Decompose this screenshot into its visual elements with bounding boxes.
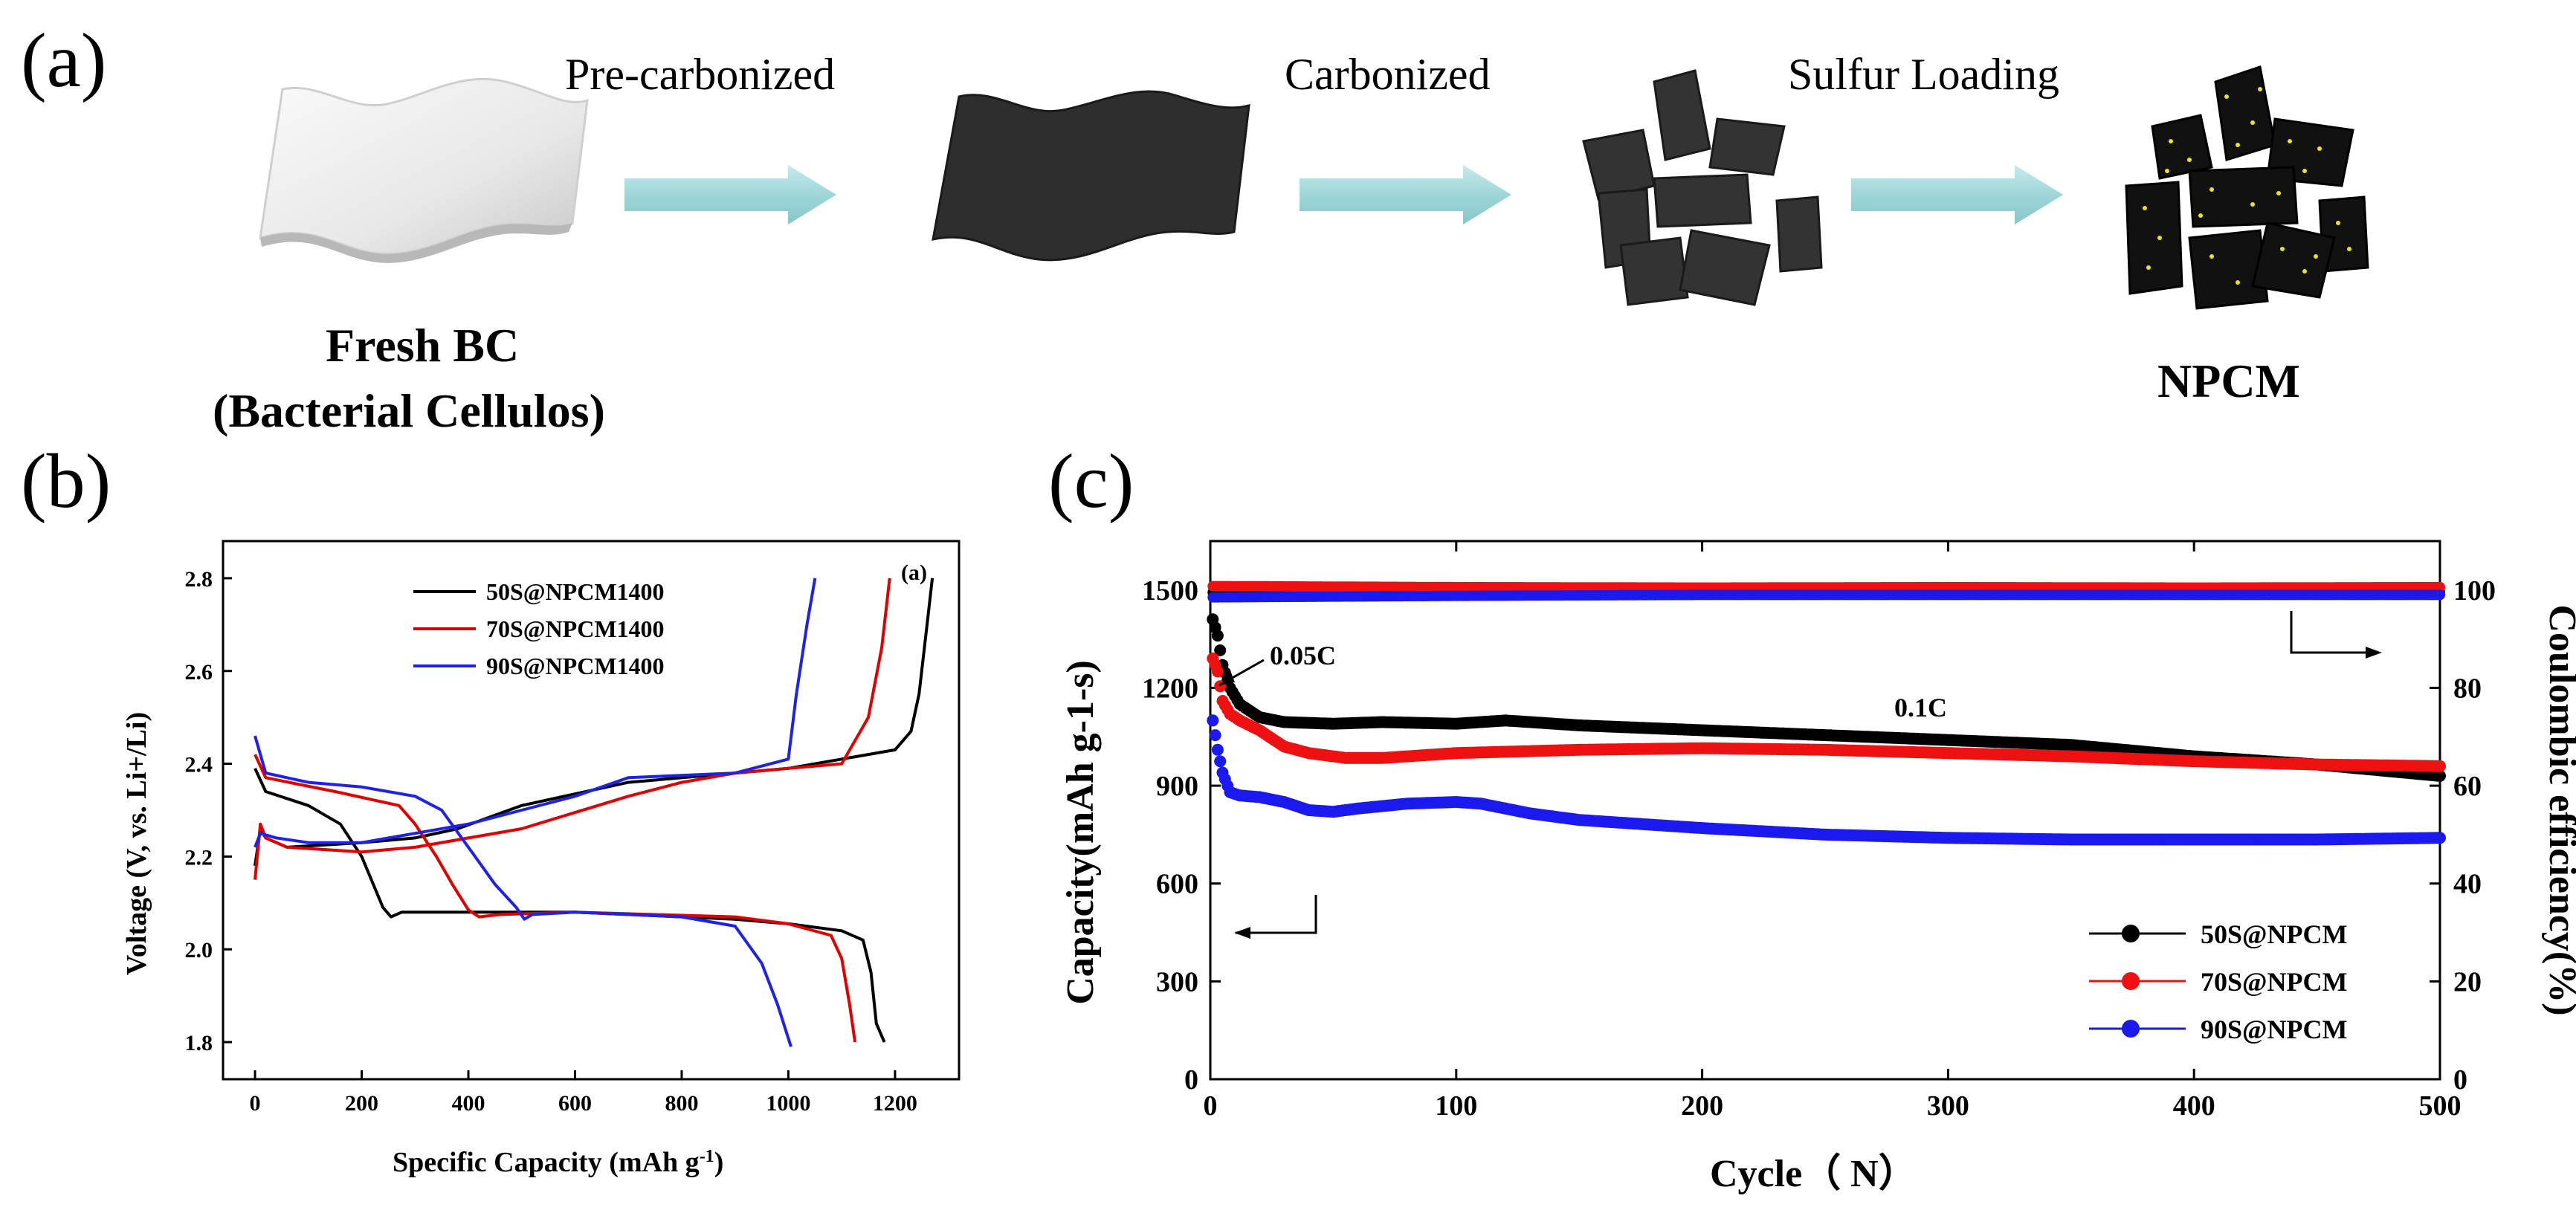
chart-c-ylabel: Capacity(mAh g-1-s) xyxy=(1059,660,1102,1005)
schematic-svg xyxy=(259,65,2369,310)
chart-c-capacity-point xyxy=(1209,729,1221,742)
chart-b-ylabel: Voltage (V, vs. Li+/Li) xyxy=(121,712,152,975)
chart-b-ytick-label: 2.4 xyxy=(185,753,213,777)
panel-label-a: (a) xyxy=(21,18,107,103)
chart-b-ytick-label: 2.6 xyxy=(185,660,213,685)
sulfur-dots-icon xyxy=(2143,87,2351,285)
chart-c-capacity-point xyxy=(1207,714,1219,727)
chart-c-capacity-point xyxy=(2434,760,2446,772)
chart-b-series-2-charge-line xyxy=(254,578,891,880)
pre-carbonized-sheet-icon xyxy=(932,90,1250,262)
chart-b-series-3-discharge-line xyxy=(254,735,793,1047)
chart-c-capacity-point xyxy=(2434,832,2446,844)
chart-c-ytick-label: 900 xyxy=(1156,771,1198,802)
chart-b-xtick-label: 600 xyxy=(558,1091,592,1116)
left-axis-pointer-arrowhead xyxy=(1234,927,1250,939)
chart-b-legend-label: 90S@NPCM1400 xyxy=(486,653,665,679)
chart-c-series-3 xyxy=(1207,589,2446,846)
chart-c-y2tick-label: 0 xyxy=(2453,1064,2467,1096)
chart-c-xtick-label: 0 xyxy=(1204,1090,1218,1122)
chart-c-y2tick-label: 80 xyxy=(2453,673,2482,704)
npcm-fragments-icon xyxy=(2125,65,2369,310)
chart-b-xtick-label: 0 xyxy=(250,1091,261,1116)
chart-b-series-1-discharge-line xyxy=(254,767,886,1043)
arrow-1-icon xyxy=(624,165,836,224)
step-label-pre-carbonized: Pre-carbonized xyxy=(565,50,836,99)
chart-b-xlabel: Specific Capacity (mAh g-1) xyxy=(393,1147,723,1178)
chart-c-legend-label: 90S@NPCM xyxy=(2201,1015,2347,1044)
chart-c-ytick-label: 0 xyxy=(1184,1064,1198,1096)
chart-c-ytick-label: 1500 xyxy=(1142,575,1198,606)
chart-b-series-3-charge-line xyxy=(254,578,817,848)
chart-c-y2tick-label: 40 xyxy=(2453,869,2482,900)
annotation-rate-0-05c: 0.05C xyxy=(1270,641,1336,670)
chart-c-series-2 xyxy=(1207,580,2446,772)
chart-c-capacity-point xyxy=(1211,665,1224,678)
arrow-3-icon xyxy=(1851,165,2063,224)
chart-c-efficiency-point xyxy=(2435,589,2445,601)
chart-c-plot-frame xyxy=(1209,540,2441,1081)
chart-c-xtick-label: 300 xyxy=(1927,1090,1969,1122)
fresh-bc-sublabel: (Bacterial Cellulos) xyxy=(213,384,605,437)
arrow-2-icon xyxy=(1300,165,1511,224)
chart-b-ytick-label: 2.8 xyxy=(185,567,213,592)
left-axis-pointer-arrow xyxy=(1236,895,1317,934)
chart-c-y2tick-label: 60 xyxy=(2453,771,2482,802)
fresh-bc-label: Fresh BC xyxy=(326,319,520,372)
chart-b-ytick-label: 2.2 xyxy=(185,845,213,870)
chart-c-ytick-label: 300 xyxy=(1156,966,1198,997)
chart-c-xtick-label: 500 xyxy=(2419,1090,2462,1122)
chart-c-y2label: Coulombic efficiency(%) xyxy=(2541,604,2576,1015)
chart-b-ytick-label: 1.8 xyxy=(185,1031,213,1055)
chart-c-xtick-label: 100 xyxy=(1435,1090,1477,1122)
annotation-arrow-0-05c-head xyxy=(1219,673,1235,685)
chart-b-plot-frame xyxy=(222,540,961,1081)
chart-b-xtick-label: 400 xyxy=(452,1091,485,1116)
chart-c-capacity-point xyxy=(2434,769,2446,782)
chart-c-ytick-label: 600 xyxy=(1156,869,1198,900)
chart-c-y2tick-label: 20 xyxy=(2453,966,2482,997)
chart-c-ytick-label: 1200 xyxy=(1142,673,1198,704)
chart-b-xtick-label: 1000 xyxy=(766,1091,810,1116)
chart-c-capacity-point xyxy=(1214,755,1227,768)
chart-b-corner-label: (a) xyxy=(901,560,927,585)
chart-c-legend-swatch-marker xyxy=(2122,925,2140,942)
chart-c-capacity-point xyxy=(1211,630,1224,642)
chart-b-legend-label: 50S@NPCM1400 xyxy=(486,578,665,605)
chart-c-legend-label: 70S@NPCM xyxy=(2201,967,2347,997)
chart-c-xtick-label: 400 xyxy=(2173,1090,2215,1122)
right-axis-pointer-arrowhead xyxy=(2366,647,2382,659)
chart-c-xlabel: Cycle（ N） xyxy=(1710,1152,1917,1195)
chart-b-xtick-label: 800 xyxy=(665,1091,698,1116)
chart-c-legend-label: 50S@NPCM xyxy=(2201,919,2347,949)
chart-c-efficiency-point xyxy=(2435,581,2445,592)
chart-c-legend-swatch-marker xyxy=(2122,972,2140,990)
chart-b-xtick-label: 1200 xyxy=(873,1091,917,1116)
panel-label-b: (b) xyxy=(21,439,112,524)
fresh-bc-sheet-icon xyxy=(259,77,589,263)
carbonized-fragments-icon xyxy=(1582,69,1823,306)
step-label-carbonized: Carbonized xyxy=(1285,50,1491,99)
chart-b-series-2-discharge-line xyxy=(254,754,857,1043)
chart-c-capacity-point xyxy=(1211,743,1224,756)
step-label-sulfur-loading: Sulfur Loading xyxy=(1788,50,2059,99)
chart-c-y2tick-label: 100 xyxy=(2453,575,2496,606)
right-axis-pointer-arrow xyxy=(2290,611,2379,654)
chart-b-legend-label: 70S@NPCM1400 xyxy=(486,615,665,642)
chart-c-legend-swatch-marker xyxy=(2122,1020,2140,1038)
annotation-rate-0-1c: 0.1C xyxy=(1894,693,1947,722)
chart-b-xtick-label: 200 xyxy=(345,1091,378,1116)
panel-label-c: (c) xyxy=(1048,439,1134,524)
chart-b-ytick-label: 2.0 xyxy=(185,938,213,963)
chart-c-capacity-point xyxy=(1214,644,1227,656)
npcm-label: NPCM xyxy=(2157,355,2300,407)
chart-c-xtick-label: 200 xyxy=(1681,1090,1723,1122)
